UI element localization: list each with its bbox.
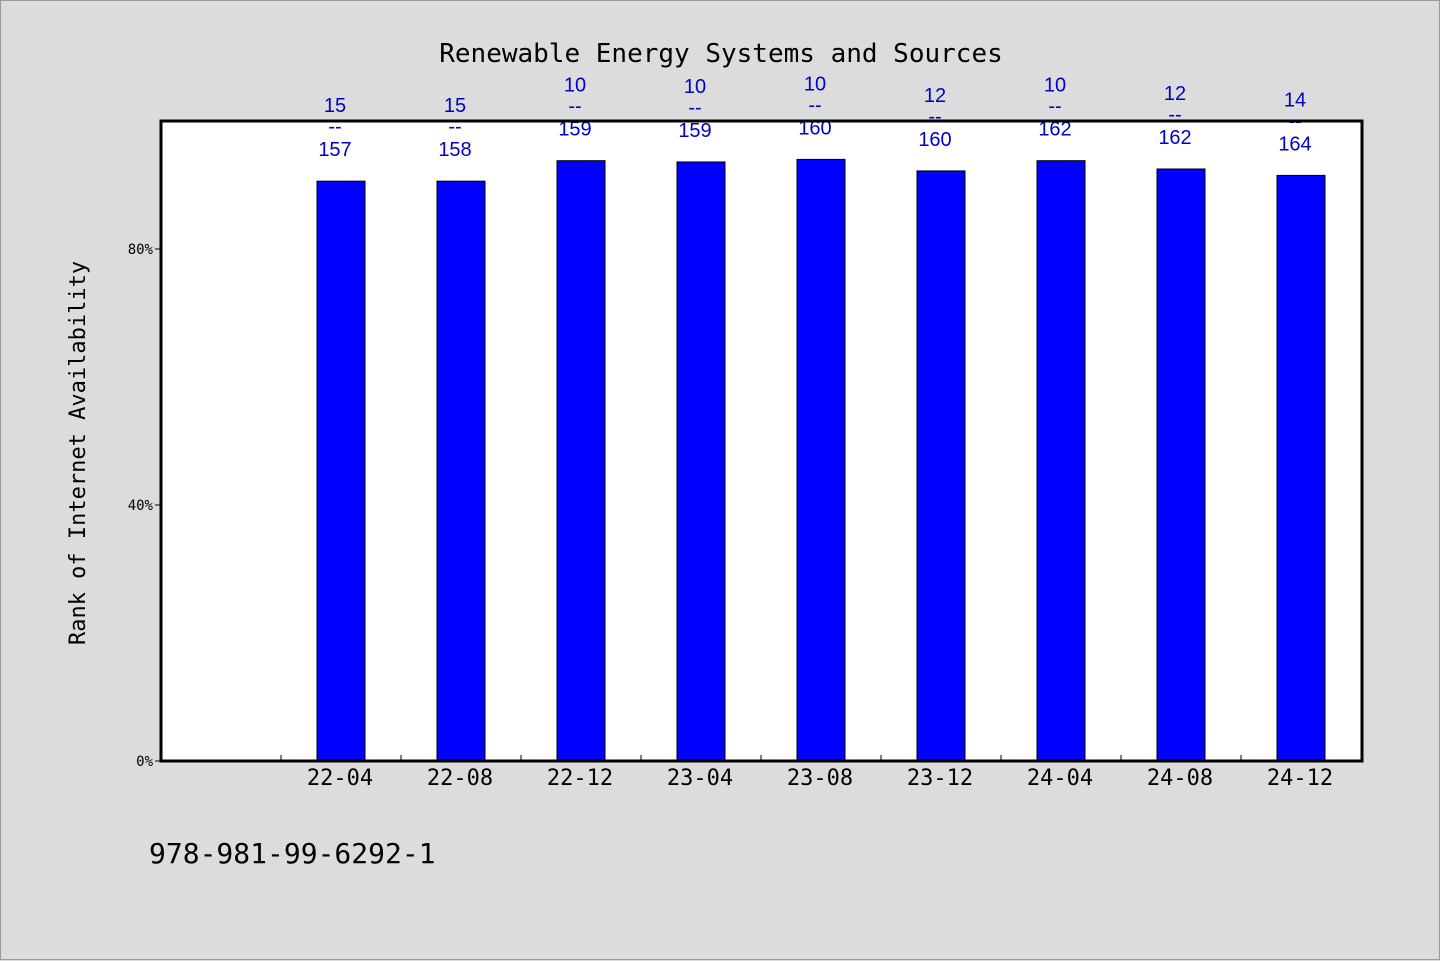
- data-label-separator: --: [328, 116, 341, 138]
- data-label-denominator: 162: [1158, 127, 1191, 149]
- y-tick-label: 80%: [128, 242, 154, 258]
- data-label-separator: --: [808, 94, 821, 116]
- data-label-separator: --: [688, 97, 701, 119]
- bar-24-12: [1276, 174, 1326, 762]
- bars-layer: [316, 158, 1326, 762]
- data-label-numerator: 12: [1164, 83, 1186, 105]
- data-label-denominator: 162: [1038, 119, 1071, 141]
- data-label-separator: --: [928, 106, 941, 128]
- x-tick-label: 23-12: [907, 766, 973, 791]
- data-label-numerator: 15: [324, 95, 346, 117]
- x-tick-label: 23-08: [787, 766, 853, 791]
- data-label-denominator: 164: [1278, 133, 1311, 155]
- bar-24-08: [1156, 168, 1206, 762]
- data-label-denominator: 159: [678, 120, 711, 142]
- bar-22-12: [556, 160, 606, 762]
- data-label-numerator: 10: [1044, 75, 1066, 97]
- x-tick-label: 22-12: [547, 766, 613, 791]
- data-label-numerator: 10: [804, 73, 826, 95]
- y-tick-label: 40%: [128, 498, 154, 514]
- bar-22-04: [316, 180, 366, 762]
- data-label-denominator: 157: [318, 139, 351, 161]
- y-tick-label: 0%: [136, 754, 153, 770]
- isbn-text: 978-981-99-6292-1: [149, 837, 436, 870]
- data-label-separator: --: [1048, 96, 1061, 118]
- data-label-separator: --: [568, 96, 581, 118]
- bar-22-08: [436, 180, 486, 762]
- bar-23-08: [796, 158, 846, 762]
- y-ticks-layer: 0% 40% 80%: [128, 242, 161, 770]
- plot-border: [159, 119, 1364, 763]
- bar-23-04: [676, 161, 726, 762]
- data-label-numerator: 12: [924, 85, 946, 107]
- data-label-denominator: 158: [438, 139, 471, 161]
- x-tick-label: 24-12: [1267, 766, 1333, 791]
- x-tick-label: 22-08: [427, 766, 493, 791]
- data-label-numerator: 15: [444, 95, 466, 117]
- data-label-numerator: 10: [564, 75, 586, 97]
- bar-24-04: [1036, 160, 1086, 762]
- x-tick-label: 24-04: [1027, 766, 1093, 791]
- chart-title: Renewable Energy Systems and Sources: [439, 39, 1003, 69]
- x-tick-label: 23-04: [667, 766, 733, 791]
- x-ticks-layer: 22-04 22-08 22-12 23-04 23-08 23-12 24-04 24-08…: [280, 755, 1333, 791]
- x-tick-label: 24-08: [1147, 766, 1213, 791]
- data-label-numerator: 10: [684, 76, 706, 98]
- bar-23-12: [916, 170, 966, 762]
- y-axis-label: Rank of Internet Availability: [66, 261, 91, 645]
- data-label-separator: --: [448, 116, 461, 138]
- data-label-denominator: 160: [918, 129, 951, 151]
- x-tick-label: 22-04: [307, 766, 373, 791]
- data-label-denominator: 159: [558, 119, 591, 141]
- data-label-numerator: 14: [1284, 89, 1306, 111]
- data-label-denominator: 160: [798, 117, 831, 139]
- data-label-separator: --: [1168, 104, 1181, 126]
